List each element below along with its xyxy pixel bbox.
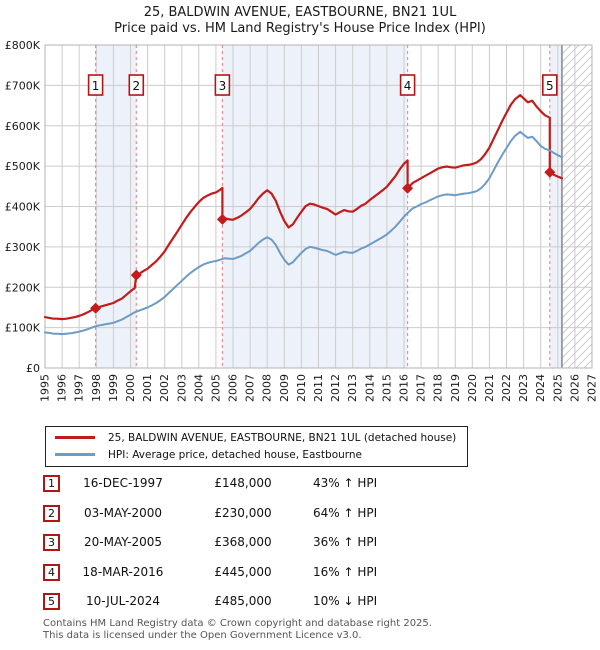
y-axis-tick-label: £200K [5,281,41,294]
table-row: 3 20-MAY-2005 £368,000 36% ↑ HPI [43,534,483,556]
legend-item-price-paid: 25, BALDWIN AVENUE, EASTBOURNE, BN21 1UL… [46,429,467,446]
x-axis-tick-label: 1996 [56,374,69,402]
sale-price: £485,000 [214,594,272,608]
hpi-line-swatch [55,453,95,456]
sale-price: £368,000 [214,535,272,549]
sale-hpi-delta: 10% ↓ HPI [313,594,378,608]
y-axis-tick-label: £0 [26,362,40,375]
y-axis-tick-label: £500K [5,160,41,173]
sale-number-label: 2 [132,79,140,93]
price-paid-line [43,94,563,321]
x-axis-tick-label: 2000 [124,374,137,402]
x-axis-tick-label: 2006 [227,374,240,402]
page-title: 25, BALDWIN AVENUE, EASTBOURNE, BN21 1UL [143,5,457,20]
chart-legend: 25, BALDWIN AVENUE, EASTBOURNE, BN21 1UL… [45,426,468,467]
legend-label: 25, BALDWIN AVENUE, EASTBOURNE, BN21 1UL… [108,431,457,444]
x-axis-tick-label: 2024 [534,374,547,402]
x-axis-tick-label: 2002 [158,374,171,402]
sale-price: £148,000 [214,476,272,490]
sale-point-diamond [90,302,102,314]
x-axis-tick-label: 2027 [586,374,599,402]
table-row: 4 18-MAR-2016 £445,000 16% ↑ HPI [43,563,483,586]
hpi-line [44,130,563,336]
price-paid-line-swatch [55,436,95,439]
x-axis-tick-label: 2017 [415,374,428,402]
sale-number-badge: 2 [43,504,60,522]
x-axis-tick-label: 1998 [90,374,103,402]
y-axis-tick-label: £400K [5,201,41,214]
x-axis-tick-label: 2003 [175,374,188,402]
sale-date: 16-DEC-1997 [83,476,163,490]
sale-point-diamond [130,269,142,281]
x-axis-tick-label: 2005 [209,374,222,402]
x-axis-tick-label: 2012 [329,374,342,402]
sale-number-box [87,74,104,96]
legend-item-hpi: HPI: Average price, detached house, East… [46,446,467,463]
x-axis-tick-label: 1997 [73,374,86,402]
sale-number-badge: 3 [43,534,60,551]
x-axis-tick-label: 2008 [261,374,274,402]
x-axis-tick-label: 2025 [551,374,564,402]
table-row: 2 03-MAY-2000 £230,000 64% ↑ HPI [43,504,483,527]
x-axis-tick-label: 2001 [141,374,154,402]
y-axis-tick-label: £100K [5,322,41,335]
sale-number-box [128,74,145,96]
sale-price: £445,000 [214,564,272,579]
sale-hpi-delta: 36% ↑ HPI [313,535,378,549]
sale-hpi-delta: 64% ↑ HPI [313,505,378,520]
x-axis-tick-label: 2013 [346,374,359,402]
x-axis-tick-label: 2004 [192,374,205,402]
sale-date: 20-MAY-2005 [83,535,162,549]
y-axis-tick-label: £800K [5,39,41,52]
x-axis-tick-label: 2023 [517,374,530,402]
price-chart: 1 2 3 4 5 £0 £100K £200K £300K £400K £500K £600K £70… [5,39,599,402]
sale-number-box [399,74,416,96]
sale-number-badge: 4 [43,563,60,581]
x-axis-tick-label: 2026 [568,374,581,402]
sales-table: 1 16-DEC-1997 £148,000 43% ↑ HPI 2 03-MA… [43,475,483,615]
y-axis-tick-label: £300K [5,241,41,254]
x-axis-tick-label: 2016 [398,374,411,402]
page-subtitle: Price paid vs. HM Land Registry's House … [114,21,486,36]
y-axis-tick-label: £600K [5,120,41,133]
legend-label: HPI: Average price, detached house, East… [108,448,363,461]
sale-point-diamond [402,182,414,194]
sale-number-badge: 5 [43,593,60,610]
sale-date: 18-MAR-2016 [82,564,164,579]
sale-date: 10-JUL-2024 [86,594,160,608]
sale-hpi-delta: 16% ↑ HPI [313,564,378,579]
footer-line: This data is licensed under the Open Gov… [43,629,362,641]
y-axis-tick-label: £700K [5,79,41,92]
x-axis-tick-label: 2019 [449,374,462,402]
x-axis-tick-label: 2009 [278,374,291,402]
sale-number-badge: 1 [43,475,60,492]
sale-date: 03-MAY-2000 [83,505,162,520]
sale-price: £230,000 [214,505,272,520]
sale-number-box [214,74,231,96]
sale-hpi-delta: 43% ↑ HPI [313,476,378,490]
sale-point-diamond [216,213,228,225]
x-axis-tick-label: 2015 [380,374,393,402]
sale-number-label: 4 [404,79,412,93]
x-axis-tick-label: 2021 [483,374,496,402]
sale-number-box [541,74,558,96]
sale-number-label: 1 [92,79,100,93]
sale-number-label: 5 [546,79,554,93]
table-row: 1 16-DEC-1997 £148,000 43% ↑ HPI [43,475,483,497]
footer-line: Contains HM Land Registry data © Crown c… [43,618,432,629]
x-axis-tick-label: 2007 [244,374,257,402]
x-axis-tick-label: 2014 [363,374,376,402]
sale-number-label: 3 [219,79,227,93]
sale-point-diamond [544,166,556,178]
x-axis-tick-label: 2022 [500,374,513,402]
license-footer: Contains HM Land Registry data © Crown c… [43,618,432,641]
x-axis-tick-label: 1999 [107,374,120,402]
x-axis-tick-label: 2018 [432,374,445,402]
x-axis-tick-label: 2011 [312,374,325,402]
x-axis-tick-label: 1995 [39,374,52,402]
x-axis-tick-label: 2020 [466,374,479,402]
x-axis-tick-label: 2010 [295,374,308,402]
table-row: 5 10-JUL-2024 £485,000 10% ↓ HPI [43,593,483,615]
